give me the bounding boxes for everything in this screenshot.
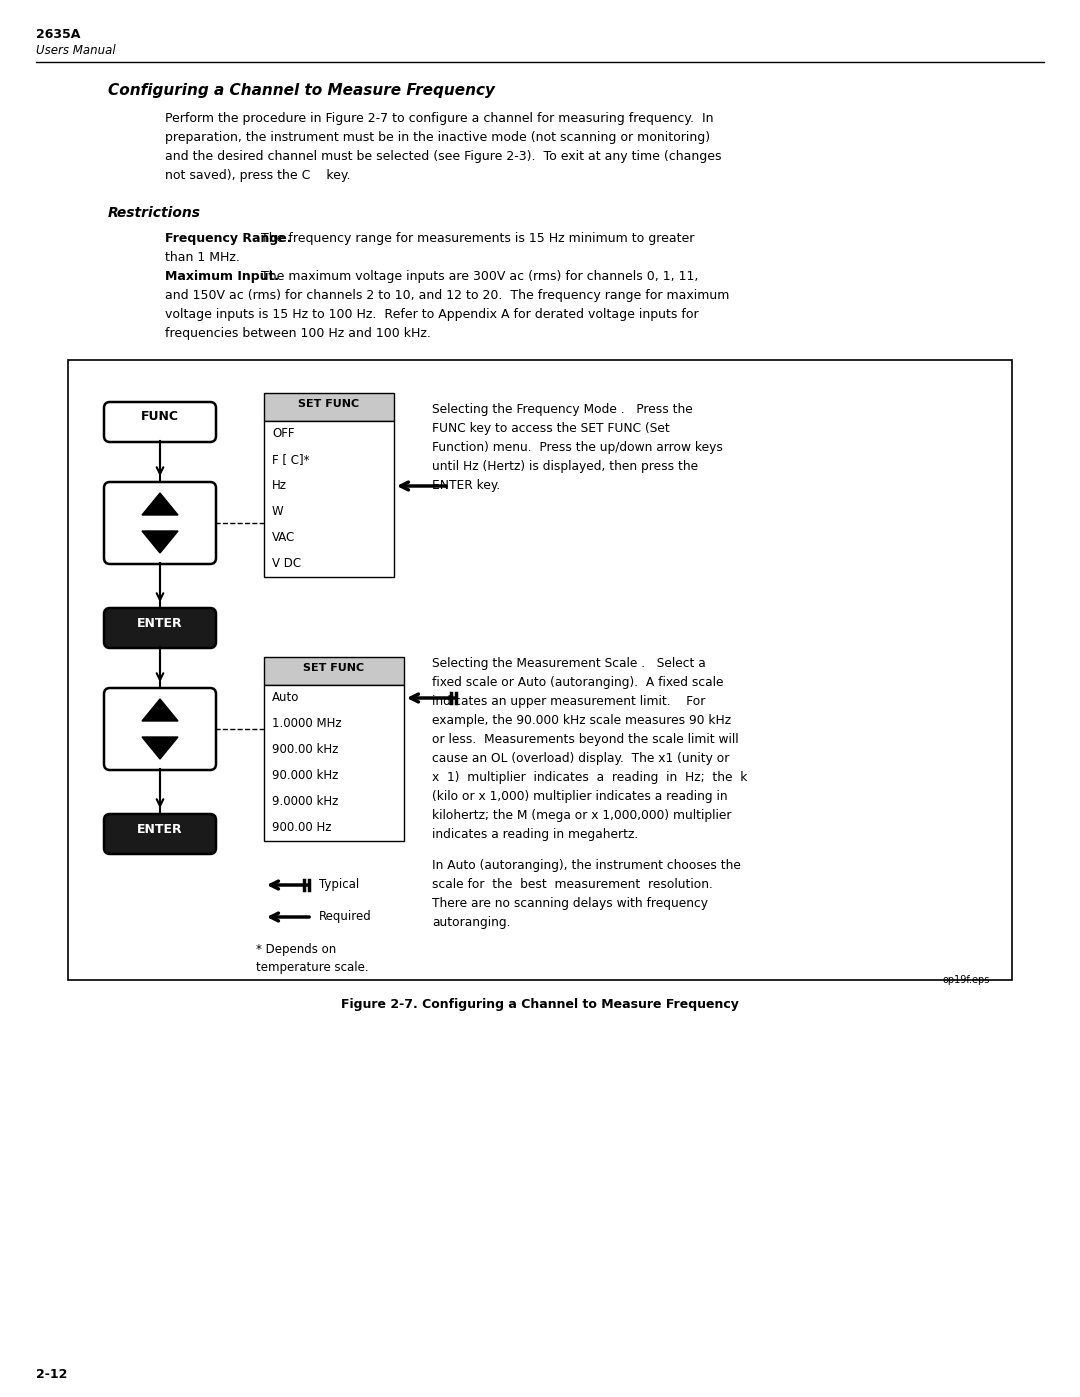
FancyBboxPatch shape — [104, 814, 216, 854]
Text: Selecting the Frequency Mode .   Press the: Selecting the Frequency Mode . Press the — [432, 402, 692, 416]
Text: voltage inputs is 15 Hz to 100 Hz.  Refer to Appendix A for derated voltage inpu: voltage inputs is 15 Hz to 100 Hz. Refer… — [165, 307, 699, 321]
FancyBboxPatch shape — [104, 608, 216, 648]
Text: and the desired channel must be selected (see Figure 2-3).  To exit at any time : and the desired channel must be selected… — [165, 149, 721, 163]
Text: cause an OL (overload) display.  The x1 (unity or: cause an OL (overload) display. The x1 (… — [432, 752, 729, 766]
Text: VAC: VAC — [272, 531, 295, 543]
Text: There are no scanning delays with frequency: There are no scanning delays with freque… — [432, 897, 708, 909]
Text: preparation, the instrument must be in the inactive mode (not scanning or monito: preparation, the instrument must be in t… — [165, 131, 711, 144]
Text: indicates a reading in megahertz.: indicates a reading in megahertz. — [432, 828, 638, 841]
Text: V DC: V DC — [272, 557, 301, 570]
Text: Restrictions: Restrictions — [108, 205, 201, 219]
Text: Users Manual: Users Manual — [36, 43, 116, 57]
Text: fixed scale or Auto (autoranging).  A fixed scale: fixed scale or Auto (autoranging). A fix… — [432, 676, 724, 689]
Text: Hz: Hz — [272, 479, 287, 492]
Text: ENTER key.: ENTER key. — [432, 479, 500, 492]
Text: 2635A: 2635A — [36, 28, 80, 41]
Bar — [264, 420, 394, 577]
Bar — [264, 393, 394, 420]
Text: In Auto (autoranging), the instrument chooses the: In Auto (autoranging), the instrument ch… — [432, 859, 741, 872]
Text: and 150V ac (rms) for channels 2 to 10, and 12 to 20.  The frequency range for m: and 150V ac (rms) for channels 2 to 10, … — [165, 289, 729, 302]
Text: Typical: Typical — [319, 877, 360, 891]
Text: indicates an upper measurement limit.    For: indicates an upper measurement limit. Fo… — [432, 694, 705, 708]
Polygon shape — [141, 698, 178, 721]
Text: scale for  the  best  measurement  resolution.: scale for the best measurement resolutio… — [432, 877, 713, 891]
Text: OFF: OFF — [272, 427, 295, 440]
Text: ENTER: ENTER — [137, 617, 183, 630]
Text: Auto: Auto — [272, 692, 299, 704]
Text: Selecting the Measurement Scale .   Select a: Selecting the Measurement Scale . Select… — [432, 657, 705, 671]
FancyBboxPatch shape — [104, 482, 216, 564]
Bar — [68, 360, 1012, 981]
Text: Configuring a Channel to Measure Frequency: Configuring a Channel to Measure Frequen… — [108, 82, 495, 98]
Text: 900.00 Hz: 900.00 Hz — [272, 821, 332, 834]
Text: frequencies between 100 Hz and 100 kHz.: frequencies between 100 Hz and 100 kHz. — [165, 327, 431, 339]
Text: (kilo or x 1,000) multiplier indicates a reading in: (kilo or x 1,000) multiplier indicates a… — [432, 789, 728, 803]
Text: than 1 MHz.: than 1 MHz. — [165, 251, 240, 264]
Text: not saved), press the C    key.: not saved), press the C key. — [165, 169, 351, 182]
FancyBboxPatch shape — [104, 687, 216, 770]
Text: ENTER: ENTER — [137, 823, 183, 835]
Polygon shape — [141, 738, 178, 759]
Bar — [264, 657, 404, 685]
Text: kilohertz; the M (mega or x 1,000,000) multiplier: kilohertz; the M (mega or x 1,000,000) m… — [432, 809, 731, 821]
Text: F [ C]*: F [ C]* — [272, 453, 310, 467]
Bar — [264, 685, 404, 841]
Polygon shape — [141, 493, 178, 515]
Text: W: W — [272, 504, 284, 518]
Text: 1.0000 MHz: 1.0000 MHz — [272, 717, 341, 731]
Text: SET FUNC: SET FUNC — [298, 400, 360, 409]
Text: 2-12: 2-12 — [36, 1368, 67, 1382]
Text: until Hz (Hertz) is displayed, then press the: until Hz (Hertz) is displayed, then pres… — [432, 460, 698, 474]
Text: * Depends on: * Depends on — [256, 943, 336, 956]
Text: FUNC: FUNC — [141, 409, 179, 423]
Text: SET FUNC: SET FUNC — [303, 664, 365, 673]
Text: Frequency Range.: Frequency Range. — [165, 232, 292, 244]
Text: Maximum Input.: Maximum Input. — [165, 270, 279, 284]
Text: 90.000 kHz: 90.000 kHz — [272, 768, 338, 782]
Text: temperature scale.: temperature scale. — [256, 961, 368, 974]
Text: autoranging.: autoranging. — [432, 916, 511, 929]
Text: FUNC key to access the SET FUNC (Set: FUNC key to access the SET FUNC (Set — [432, 422, 670, 434]
Text: op19f.eps: op19f.eps — [943, 975, 990, 985]
Text: example, the 90.000 kHz scale measures 90 kHz: example, the 90.000 kHz scale measures 9… — [432, 714, 731, 726]
Text: Required: Required — [319, 909, 372, 923]
Text: x  1)  multiplier  indicates  a  reading  in  Hz;  the  k: x 1) multiplier indicates a reading in H… — [432, 771, 747, 784]
Text: The maximum voltage inputs are 300V ac (rms) for channels 0, 1, 11,: The maximum voltage inputs are 300V ac (… — [257, 270, 699, 284]
Text: The frequency range for measurements is 15 Hz minimum to greater: The frequency range for measurements is … — [257, 232, 694, 244]
Text: Figure 2-7. Configuring a Channel to Measure Frequency: Figure 2-7. Configuring a Channel to Mea… — [341, 997, 739, 1011]
Text: 900.00 kHz: 900.00 kHz — [272, 743, 338, 756]
Text: Function) menu.  Press the up/down arrow keys: Function) menu. Press the up/down arrow … — [432, 441, 723, 454]
FancyBboxPatch shape — [104, 402, 216, 441]
Polygon shape — [141, 531, 178, 553]
Text: Perform the procedure in Figure 2-7 to configure a channel for measuring frequen: Perform the procedure in Figure 2-7 to c… — [165, 112, 714, 124]
Text: or less.  Measurements beyond the scale limit will: or less. Measurements beyond the scale l… — [432, 733, 739, 746]
Text: 9.0000 kHz: 9.0000 kHz — [272, 795, 338, 807]
